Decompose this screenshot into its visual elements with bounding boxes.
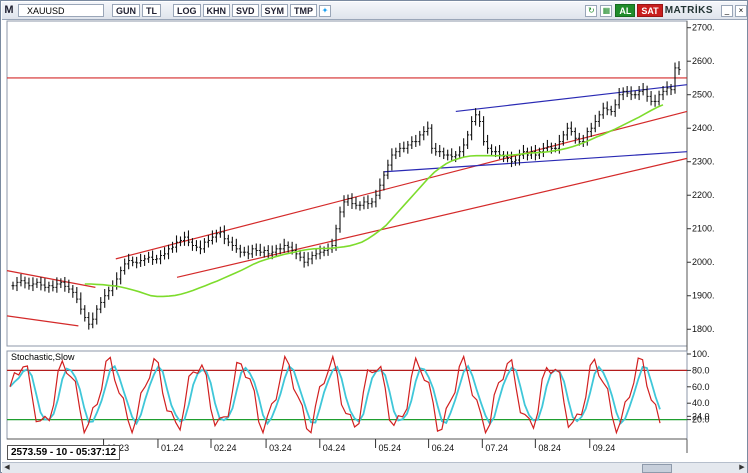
window-controls: _ × <box>719 4 747 17</box>
y-tick-label: 2400. <box>692 123 715 133</box>
time-scrollbar[interactable]: ◀ ▶ <box>2 462 747 473</box>
minimize-icon[interactable]: _ <box>721 4 733 17</box>
stoch-tick-label: 80.0 <box>692 365 710 375</box>
y-tick-label: 2100. <box>692 224 715 234</box>
export-icon[interactable]: ▦ <box>600 4 613 17</box>
khn-button[interactable]: KHN <box>202 4 230 17</box>
sym-button[interactable]: SYM <box>260 4 289 17</box>
sell-button[interactable]: SAT <box>637 4 663 17</box>
stoch-tick-label: 20.0 <box>692 415 710 425</box>
refresh-icon[interactable]: ↻ <box>585 4 598 17</box>
stochastic-plot-frame <box>6 350 688 440</box>
x-tick-label: 03.24 <box>269 443 292 453</box>
currency-tl-button[interactable]: TL <box>142 4 161 17</box>
stochastic-k-line <box>9 354 661 435</box>
y-tick-label: 2600. <box>692 56 715 66</box>
channel-lower-line-1 <box>6 315 79 327</box>
price-plot-frame <box>6 20 688 347</box>
stoch-tick-label: 24.0 <box>692 411 710 421</box>
stochastic-panel: 20.024.0 40.0 60.0 80.0 100. Stochastic,Slow <box>6 349 710 440</box>
symbol-input[interactable] <box>18 4 104 17</box>
y-tick-label: 1800. <box>692 324 715 334</box>
y-tick-label: 2700. <box>692 23 715 33</box>
chart-area[interactable]: 1800. 1900. 2000. 2100. 2200. 2300. 2400. 2500.… <box>1 19 747 461</box>
wedge-lower-line <box>384 151 688 173</box>
tmp-button[interactable]: TMP <box>290 4 318 17</box>
svd-button[interactable]: SVD <box>232 4 259 17</box>
x-tick-label: 04.24 <box>323 443 346 453</box>
x-tick-label: 01.24 <box>161 443 184 453</box>
x-tick-label: 05.24 <box>379 443 402 453</box>
wedge-upper-line <box>455 84 688 113</box>
stochastic-label: Stochastic,Slow <box>11 352 75 362</box>
twitter-icon[interactable]: ✦ <box>319 4 332 17</box>
y-tick-label: 1900. <box>692 291 715 301</box>
scroll-right-arrow-icon[interactable]: ▶ <box>739 464 745 471</box>
x-tick-label: 08.24 <box>538 443 561 453</box>
brand-logo: MATRİKS <box>664 5 713 16</box>
scroll-left-arrow-icon[interactable]: ◀ <box>4 464 10 471</box>
moving-average-line <box>84 104 664 298</box>
y-tick-label: 2300. <box>692 157 715 167</box>
scroll-thumb[interactable] <box>642 464 672 473</box>
y-tick-label: 2500. <box>692 90 715 100</box>
close-icon[interactable]: × <box>735 4 747 17</box>
channel-upper-line-1 <box>6 270 96 288</box>
x-tick-label: 07.24 <box>485 443 508 453</box>
period-gun-button[interactable]: GUN <box>112 4 140 17</box>
toolbar: M GUN TL LOG KHN SVD SYM TMP ✦ ↻ ▦ AL SA… <box>2 2 747 20</box>
x-tick-label: 02.24 <box>214 443 237 453</box>
price-panel: 1800. 1900. 2000. 2100. 2200. 2300. 2400. 2500.… <box>6 20 715 453</box>
stoch-tick-label: 100. <box>692 349 710 359</box>
buy-button[interactable]: AL <box>615 4 636 17</box>
y-tick-label: 2000. <box>692 257 715 267</box>
price-time-readout: 2573.59 - 10 - 05:37:12 <box>7 445 121 460</box>
channel-lower-line-2 <box>176 157 688 278</box>
stoch-tick-label: 60.0 <box>692 382 710 392</box>
x-tick-label: 09.24 <box>593 443 616 453</box>
x-tick-label: 06.24 <box>432 443 455 453</box>
stoch-tick-label: 40.0 <box>692 398 710 408</box>
y-tick-label: 2200. <box>692 190 715 200</box>
menu-button[interactable]: M <box>4 4 14 16</box>
log-scale-button[interactable]: LOG <box>173 4 201 17</box>
